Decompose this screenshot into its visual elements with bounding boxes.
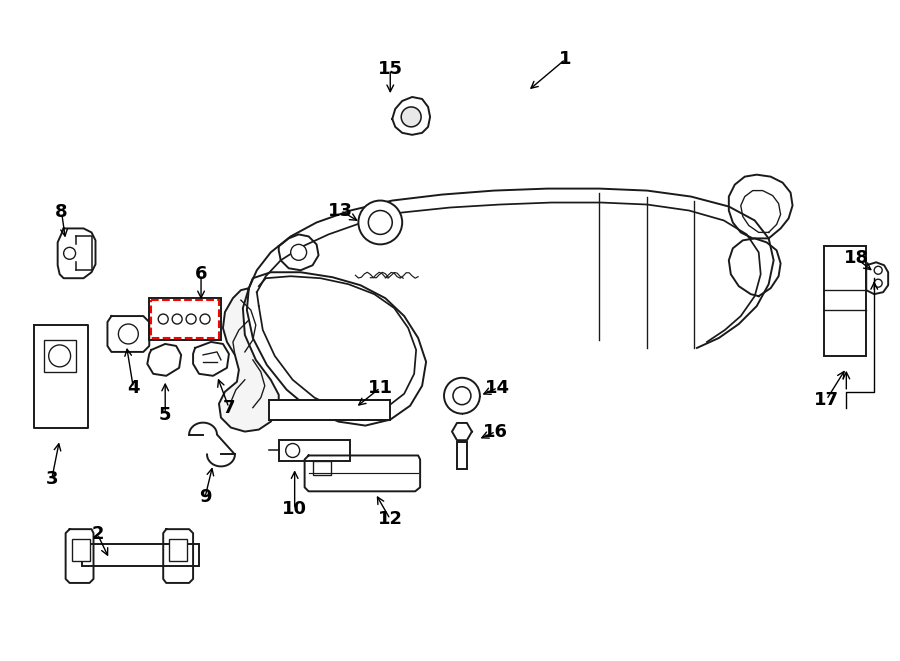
Circle shape xyxy=(874,279,882,287)
Polygon shape xyxy=(279,235,319,270)
Text: 4: 4 xyxy=(127,379,140,397)
Text: 13: 13 xyxy=(328,202,353,219)
Text: 8: 8 xyxy=(55,204,68,221)
Bar xyxy=(169,539,187,561)
Text: 3: 3 xyxy=(45,471,58,488)
Circle shape xyxy=(285,444,300,457)
Text: 1: 1 xyxy=(559,50,572,68)
Bar xyxy=(457,442,467,469)
Bar xyxy=(44,340,76,372)
Polygon shape xyxy=(66,529,94,583)
Text: 14: 14 xyxy=(485,379,510,397)
Text: 16: 16 xyxy=(483,422,508,441)
Polygon shape xyxy=(163,529,194,583)
Circle shape xyxy=(453,387,471,405)
Polygon shape xyxy=(392,97,430,135)
Bar xyxy=(269,400,391,420)
Text: 10: 10 xyxy=(283,500,307,518)
Circle shape xyxy=(401,107,421,127)
Circle shape xyxy=(119,324,139,344)
Text: 17: 17 xyxy=(814,391,839,408)
Circle shape xyxy=(200,314,210,324)
Polygon shape xyxy=(107,316,149,352)
Text: 9: 9 xyxy=(199,488,212,506)
Polygon shape xyxy=(34,325,87,428)
Polygon shape xyxy=(304,455,420,491)
Bar xyxy=(82,544,199,566)
Bar xyxy=(824,247,866,356)
Circle shape xyxy=(368,210,392,235)
Circle shape xyxy=(444,378,480,414)
Polygon shape xyxy=(729,239,780,296)
Polygon shape xyxy=(729,175,793,239)
Polygon shape xyxy=(452,423,472,440)
Text: 6: 6 xyxy=(194,265,207,283)
Text: 5: 5 xyxy=(159,406,172,424)
Circle shape xyxy=(358,200,402,245)
Polygon shape xyxy=(219,288,279,432)
Polygon shape xyxy=(245,190,784,418)
Circle shape xyxy=(874,266,882,274)
Polygon shape xyxy=(148,344,181,376)
Polygon shape xyxy=(741,190,780,233)
Polygon shape xyxy=(58,229,95,278)
Circle shape xyxy=(172,314,182,324)
Circle shape xyxy=(186,314,196,324)
Circle shape xyxy=(291,245,307,260)
Bar xyxy=(149,298,221,340)
Text: 2: 2 xyxy=(91,525,104,543)
Polygon shape xyxy=(247,188,774,426)
Polygon shape xyxy=(189,422,235,467)
Bar xyxy=(151,300,219,338)
Polygon shape xyxy=(194,342,229,376)
Text: 11: 11 xyxy=(368,379,392,397)
Text: 15: 15 xyxy=(378,60,403,78)
Text: 7: 7 xyxy=(222,399,235,416)
Polygon shape xyxy=(866,262,888,294)
Text: 12: 12 xyxy=(378,510,403,528)
Circle shape xyxy=(158,314,168,324)
Text: 18: 18 xyxy=(843,249,868,267)
Bar xyxy=(279,440,350,461)
Bar xyxy=(72,539,89,561)
Circle shape xyxy=(64,247,76,259)
Bar xyxy=(312,461,330,475)
Circle shape xyxy=(49,345,70,367)
